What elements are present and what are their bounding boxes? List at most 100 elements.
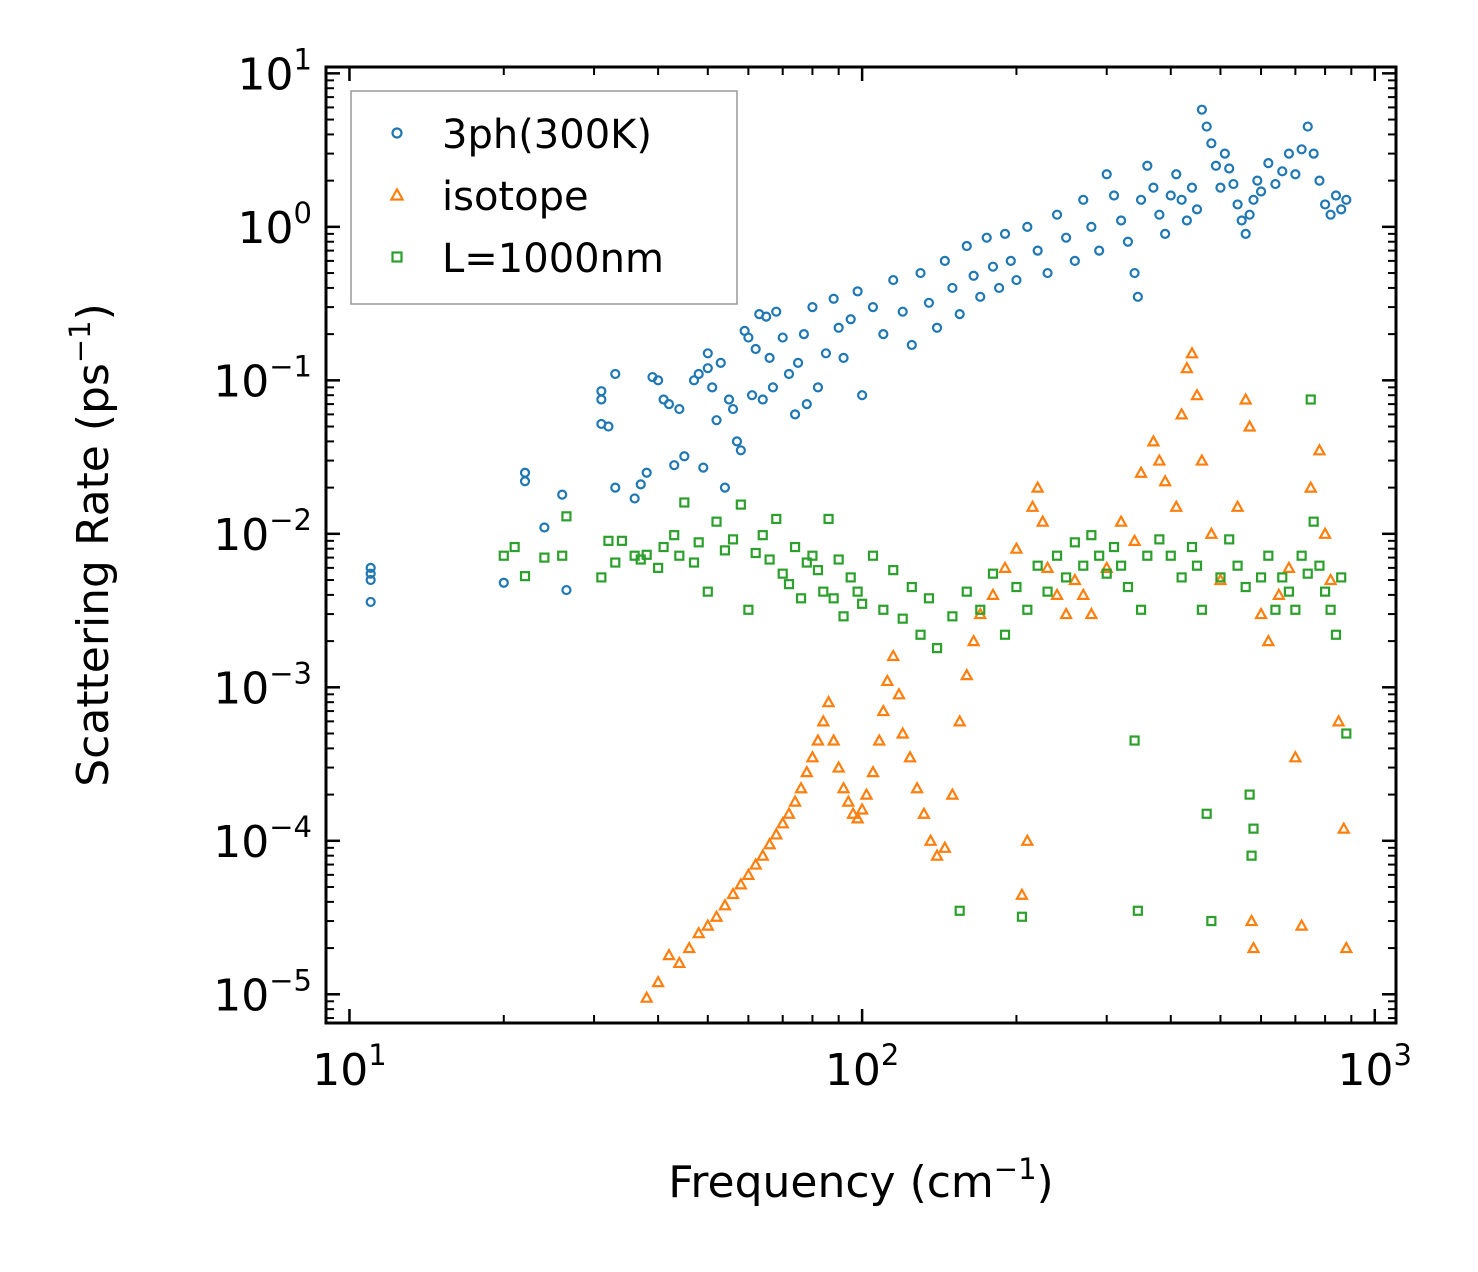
data-point [1308,148,1319,159]
data-point [789,541,801,553]
data-point [641,467,652,478]
legend-marker [391,127,403,139]
data-point [886,648,901,662]
data-point [820,348,832,359]
data-point [923,297,935,308]
y-tick-label: 10−2 [213,503,312,561]
data-point [735,499,746,510]
data-point [1240,228,1251,239]
data-point [688,557,700,568]
data-point [748,857,763,870]
data-point [731,436,743,447]
data-point [954,905,965,916]
data-point [1191,560,1203,571]
data-point [1210,160,1222,171]
series-1 [639,346,1354,1003]
data-point [782,806,796,819]
data-point [603,535,614,546]
data-point [866,764,880,778]
data-point [735,445,746,456]
data-point [857,598,868,609]
data-point [1224,534,1235,545]
y-tick-label: 10−4 [213,810,312,868]
data-point [755,848,770,861]
data-point [859,787,874,800]
data-point [1331,714,1346,727]
y-tick-base: 10 [238,203,294,254]
x-tick-label: 103 [1338,1038,1412,1096]
data-point [764,352,775,364]
data-point [757,530,768,541]
data-point [719,482,731,493]
data-point [794,780,808,794]
x-axis-label-sup: −1 [994,1152,1037,1186]
data-point [1132,291,1143,302]
data-point [1165,550,1176,561]
data-point [999,228,1011,239]
data-point [1302,568,1313,579]
data-point [937,840,952,853]
data-point [679,497,690,508]
data-point [1016,911,1028,922]
data-point [1341,728,1352,739]
data-point [610,557,621,568]
data-point [878,604,889,615]
data-point [662,947,676,961]
series-layer [365,104,1354,1003]
x-axis-label-base: Frequency (cm [668,1157,994,1208]
data-point [917,806,931,819]
data-point [1094,550,1105,561]
data-point [1165,190,1176,201]
data-point [1061,572,1072,583]
y-axis-label-sup: −1 [63,320,97,363]
data-point [1319,586,1331,597]
data-point [872,733,887,746]
data-point [519,467,531,478]
data-point [771,513,782,525]
y-tick-exp: −3 [269,656,312,690]
data-point [811,733,825,746]
data-point [1127,533,1142,546]
data-point [1224,163,1235,174]
data-point [679,451,690,462]
data-point [1035,514,1050,527]
data-point [702,348,713,359]
data-point [1213,572,1228,586]
x-tick-exp: 3 [1394,1038,1412,1072]
data-point [1206,138,1217,149]
data-point [1176,572,1187,583]
data-point [610,368,621,380]
y-tick-exp: −5 [269,963,312,997]
data-point [1146,434,1161,447]
data-point [852,286,863,297]
data-point [1244,209,1255,220]
data-point [833,322,844,333]
data-point [1303,480,1318,493]
data-point [981,232,992,243]
data-point [719,545,731,556]
data-point [682,940,697,954]
data-point [1277,166,1288,177]
y-tick-base: 10 [213,663,269,714]
data-point [999,629,1011,640]
data-point [1152,453,1167,466]
data-point [1135,604,1147,615]
y-tick-base: 10 [213,356,269,407]
data-point [1122,581,1134,593]
data-point [1318,526,1332,539]
data-point [923,593,935,604]
data-point [838,352,849,364]
legend-label: 3ph(300K) [442,112,652,158]
data-point [1078,560,1089,571]
data-point [1180,360,1194,374]
data-point [1078,194,1089,205]
data-point [1248,823,1259,834]
data-point [975,291,986,302]
data-point [812,382,824,393]
y-tick-exp: −4 [269,810,312,844]
data-point [1314,560,1325,571]
x-tick-base: 10 [312,1045,368,1096]
data-point [1341,194,1352,205]
data-point [987,568,999,579]
data-point [1032,560,1043,571]
